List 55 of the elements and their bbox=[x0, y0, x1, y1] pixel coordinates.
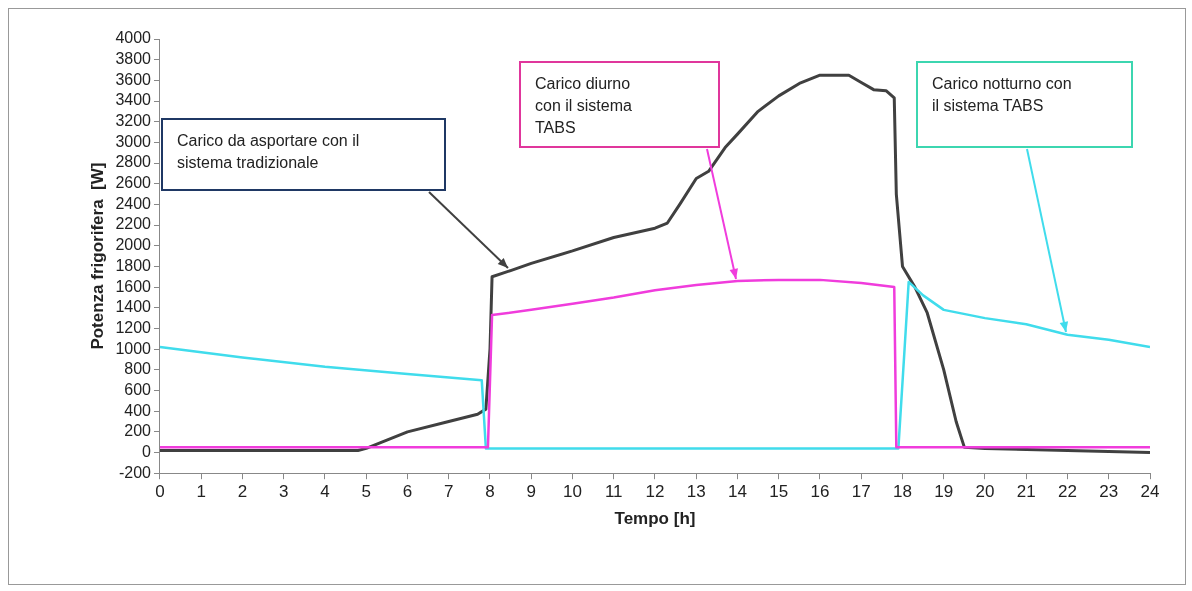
y-tick-label: 1000 bbox=[115, 339, 152, 357]
y-tick-label: 2000 bbox=[115, 236, 152, 254]
y-tick-label: 200 bbox=[124, 422, 152, 440]
y-tick-label: 2800 bbox=[115, 153, 152, 171]
y-axis-title: Potenza frigorifera [W] bbox=[87, 162, 107, 350]
x-tick-label: 10 bbox=[563, 482, 582, 502]
x-tick-label: 24 bbox=[1140, 482, 1160, 502]
x-tick-label: 12 bbox=[645, 482, 665, 502]
y-tick-label: 600 bbox=[124, 380, 152, 398]
x-tick-label: 23 bbox=[1099, 482, 1119, 502]
callout-box: Carico da asportare con il sistema tradizionale bbox=[161, 118, 446, 191]
annotation: Carico notturno con il sistema TABS bbox=[932, 75, 1072, 114]
y-tick-label: 400 bbox=[124, 401, 152, 419]
y-tick-label: -200 bbox=[118, 463, 152, 481]
y-tick-label: 3000 bbox=[115, 132, 152, 150]
y-tick-label: 4000 bbox=[115, 29, 152, 47]
annotation: Carico diurno con il sistema TABS bbox=[535, 75, 632, 136]
y-tick-label: 1200 bbox=[115, 318, 152, 336]
y-tick-label: 2400 bbox=[115, 194, 152, 212]
x-tick-label: 2 bbox=[237, 482, 248, 502]
x-tick-label: 11 bbox=[604, 482, 623, 502]
x-tick-label: 8 bbox=[485, 482, 495, 502]
callout-box: Carico notturno con il sistema TABS bbox=[916, 61, 1133, 148]
x-tick-label: 4 bbox=[320, 482, 330, 502]
x-tick-label: 9 bbox=[526, 482, 536, 502]
y-tick-label: 3400 bbox=[115, 91, 152, 109]
x-tick-label: 15 bbox=[769, 482, 789, 502]
y-tick-label: 1400 bbox=[115, 298, 152, 316]
x-tick-label: 19 bbox=[934, 482, 954, 502]
x-tick-label: 18 bbox=[893, 482, 912, 502]
x-tick-label: 6 bbox=[402, 482, 413, 502]
x-tick-label: 17 bbox=[851, 482, 871, 502]
y-tick-label: 3600 bbox=[115, 70, 152, 88]
x-tick-label: 0 bbox=[155, 482, 165, 502]
y-tick-label: 2200 bbox=[115, 215, 152, 233]
y-tick-label: 1600 bbox=[115, 277, 152, 295]
x-tick-label: 7 bbox=[444, 482, 454, 502]
x-tick-label: 22 bbox=[1058, 482, 1077, 502]
y-tick-label: 0 bbox=[142, 442, 152, 460]
x-tick-label: 14 bbox=[728, 482, 747, 502]
annotation: Carico da asportare con il sistema tradizionale bbox=[177, 132, 360, 171]
x-axis-title: Tempo [h] bbox=[614, 509, 696, 529]
x-tick-label: 16 bbox=[810, 482, 830, 502]
callout-box: Carico diurno con il sistema TABS bbox=[519, 61, 720, 148]
x-tick-label: 13 bbox=[686, 482, 706, 502]
y-tick-label: 3200 bbox=[115, 112, 152, 130]
y-tick-label: 2600 bbox=[115, 174, 152, 192]
x-tick-label: 5 bbox=[361, 482, 371, 502]
x-tick-label: 21 bbox=[1016, 482, 1036, 502]
y-tick-label: 800 bbox=[124, 360, 152, 378]
y-tick-label: 3800 bbox=[115, 50, 152, 68]
x-tick-label: 20 bbox=[975, 482, 995, 502]
y-tick-label: 1800 bbox=[115, 256, 152, 274]
x-tick-label: 3 bbox=[279, 482, 289, 502]
x-tick-label: 1 bbox=[196, 482, 206, 502]
